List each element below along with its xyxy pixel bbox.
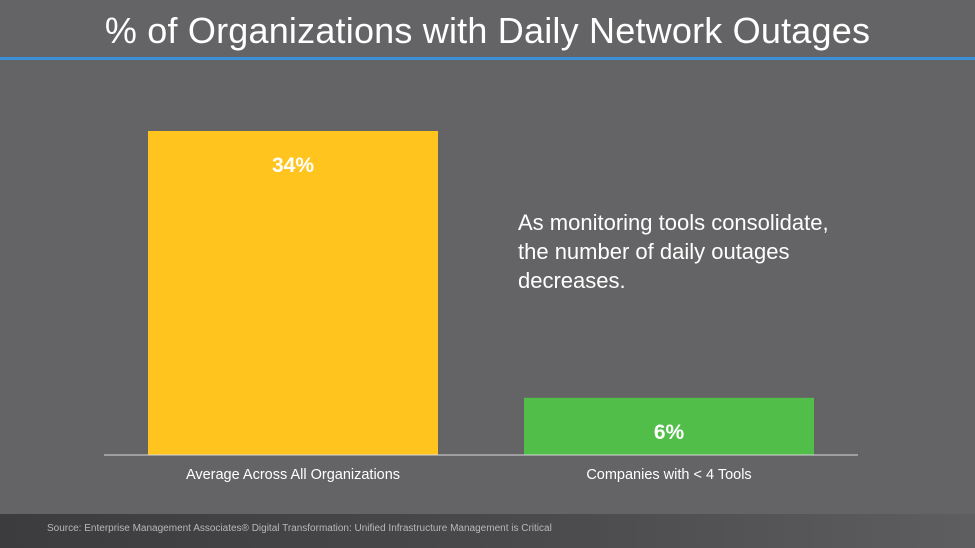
- x-axis-tick-label: Companies with < 4 Tools: [586, 467, 751, 483]
- footer-bar: Source: Enterprise Management Associates…: [0, 514, 975, 548]
- title-divider: [0, 57, 975, 60]
- bar: [524, 397, 814, 455]
- chart-annotation: As monitoring tools consolidate, the num…: [518, 210, 829, 293]
- x-axis-tick-label: Average Across All Organizations: [186, 467, 400, 483]
- source-note: Source: Enterprise Management Associates…: [47, 523, 552, 534]
- bar-value-label: 6%: [654, 421, 685, 444]
- chart-title: % of Organizations with Daily Network Ou…: [104, 10, 871, 51]
- bar: [148, 131, 438, 455]
- bar-value-label: 34%: [272, 154, 314, 177]
